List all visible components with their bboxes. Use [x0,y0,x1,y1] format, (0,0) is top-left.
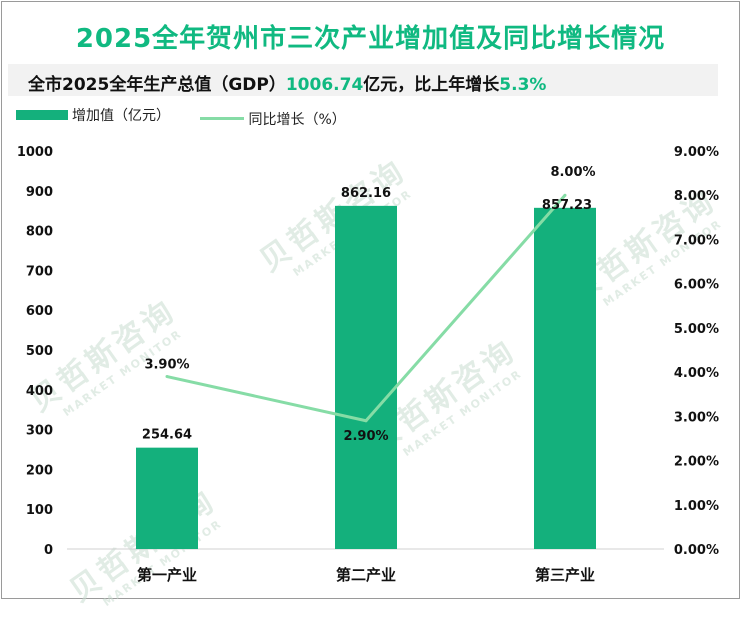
right-axis-tick-label: 7.00% [674,233,719,248]
right-axis-tick-label: 9.00% [674,145,719,160]
legend-bar-swatch [16,110,68,120]
bar-data-label: 857.23 [542,198,592,213]
right-axis-tick-label: 2.00% [674,455,719,470]
left-axis-tick-label: 0 [44,543,53,558]
bar-data-label: 254.64 [142,428,192,443]
bar [136,447,198,549]
chart-title: 2025全年贺州市三次产业增加值及同比增长情况 [75,24,666,54]
left-axis-tick-label: 1000 [17,145,53,160]
left-axis-tick-label: 800 [26,225,53,240]
left-axis-tick-label: 700 [26,264,53,279]
line-point [364,419,368,423]
subtitle-box [8,64,718,96]
category-label: 第三产业 [535,566,595,584]
right-axis-tick-label: 3.00% [674,410,719,425]
chart-canvas: 0 100 200 300 400 500 600 700 800 900 1000 0.00% 1.0… [17,145,719,584]
category-label: 第二产业 [336,566,396,584]
bar-data-label: 862.16 [341,186,391,201]
legend-item-bar: 增加值（亿元） [16,105,170,125]
line-point [165,375,169,379]
legend-bar-label: 增加值（亿元） [72,108,170,124]
bar [534,207,596,550]
left-axis-tick-label: 600 [26,304,53,319]
right-axis-tick-label: 4.00% [674,366,719,381]
left-axis-tick-label: 500 [26,344,53,359]
left-axis-tick-label: 300 [26,424,53,439]
bar [335,205,397,549]
right-axis-tick-label: 5.00% [674,322,719,337]
gdp-value: 1006.74 [285,75,364,95]
line-point [563,193,567,197]
legend-line-swatch [200,117,245,120]
left-axis-tick-label: 200 [26,463,53,478]
legend: 增加值（亿元） 同比增长（%） [16,105,372,129]
right-axis-tick-label: 8.00% [674,189,719,204]
line-data-label: 3.90% [144,358,189,373]
subtitle-prefix: 全市2025全年生产总值（GDP） [28,75,286,95]
category-label: 第一产业 [137,566,197,584]
left-axis-tick-label: 100 [26,503,53,518]
left-axis-tick-label: 900 [26,185,53,200]
subtitle-middle: 亿元，比上年增长 [363,75,500,95]
line-data-label: 8.00% [550,165,595,180]
right-axis-tick-label: 6.00% [674,278,719,293]
left-axis-tick-label: 400 [26,384,53,399]
growth-value: 5.3% [499,75,547,95]
right-axis-tick-label: 0.00% [674,543,719,558]
legend-line-label: 同比增长（%） [248,111,346,128]
subtitle: 全市2025全年生产总值（GDP）1006.74亿元，比上年增长5.3% [28,70,546,95]
line-data-label: 2.90% [343,429,388,444]
legend-item-line: 同比增长（%） [200,109,346,129]
right-axis-tick-label: 1.00% [674,499,719,514]
